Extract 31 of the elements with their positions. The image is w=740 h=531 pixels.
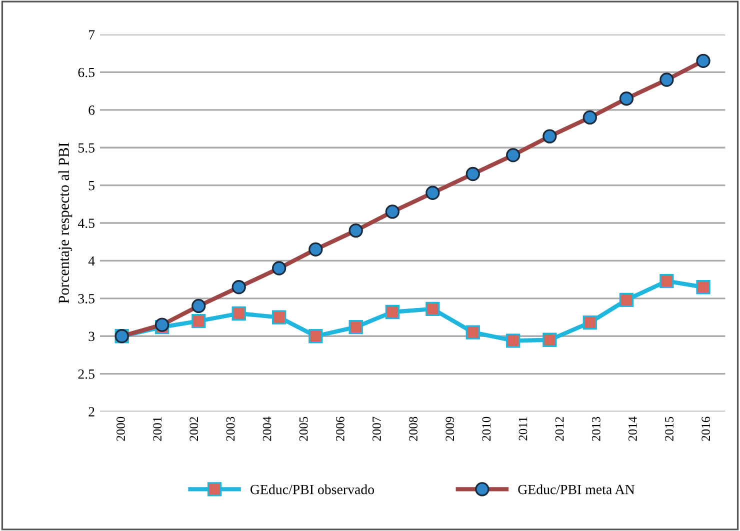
y-tick-label: 6	[88, 106, 95, 115]
y-tick-label: 6.5	[78, 68, 94, 78]
y-tick-label: 2	[88, 407, 94, 416]
x-tick-label: 2011	[518, 417, 528, 440]
y-tick-label: 2.5	[78, 369, 94, 379]
x-tick-label: 2009	[446, 416, 454, 441]
x-tick-label: 2015	[665, 416, 674, 441]
x-tick-label: 2013	[592, 416, 600, 441]
x-tick-label: 2012	[555, 417, 564, 441]
y-tick-label: 5	[88, 181, 94, 190]
x-tick-label: 2001	[153, 417, 162, 441]
y-tick-label: 5.5	[78, 143, 94, 153]
x-tick-label: 2002	[190, 417, 198, 441]
y-tick-label: 3.5	[78, 294, 94, 304]
x-tick-label: 2016	[702, 416, 710, 441]
x-tick-label: 2005	[299, 416, 308, 441]
x-tick-label: 2014	[628, 416, 637, 441]
x-tick-label: 2003	[226, 416, 235, 441]
y-axis-title: Porcentaje respecto al PBI	[58, 142, 72, 304]
x-tick-label: 2007	[372, 416, 381, 441]
y-tick-label: 3	[88, 332, 94, 342]
x-tick-label: 2010	[482, 416, 491, 441]
x-tick-label: 2008	[409, 416, 418, 441]
x-tick-label: 2004	[262, 416, 272, 441]
legend-label: GEduc/PBI observado	[250, 484, 374, 494]
y-tick-label: 7	[89, 30, 95, 40]
legend-label: GEduc/PBI meta AN	[518, 484, 635, 494]
y-tick-label: 4.5	[78, 218, 94, 228]
x-tick-label: 2006	[336, 416, 344, 441]
x-tick-label: 2000	[116, 416, 125, 441]
y-tick-label: 4	[88, 256, 95, 266]
